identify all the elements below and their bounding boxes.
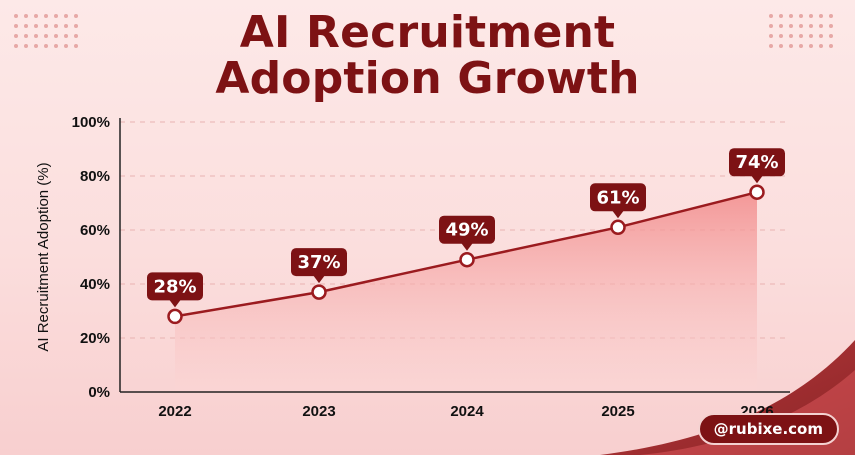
decorative-dot [789,14,793,18]
decorative-dot [44,44,48,48]
decorative-dot [829,34,833,38]
data-point-2026 [749,184,765,200]
decorative-dot [14,24,18,28]
data-label-badge [291,248,347,277]
decorative-dot [64,24,68,28]
data-point-2025 [610,219,626,236]
decorative-dot [24,24,28,28]
decorative-dot [54,14,58,18]
data-label-badge [439,215,495,244]
decorative-dot [64,14,68,18]
watermark-badge: @rubixe.com [697,413,839,445]
decorative-dot [34,14,38,18]
decorative-dot [54,44,58,48]
decorative-dot [789,44,793,48]
decorative-dot [54,34,58,38]
decorative-dot [829,24,833,28]
data-label-badge [147,272,203,301]
decorative-dot [829,44,833,48]
data-label-pointer [169,299,181,308]
decorative-dot [809,14,813,18]
chart-title: AI Recruitment Adoption Growth [0,10,855,102]
decorative-dot [819,14,823,18]
decorative-dot [819,34,823,38]
decorative-dot [34,44,38,48]
decorative-dot [769,14,773,18]
chart-title-line-2: Adoption Growth [215,53,640,104]
data-point-2022 [167,308,183,325]
data-label-2026: 74% [735,152,778,173]
decorative-dot [74,44,78,48]
area-fill [175,192,757,392]
decorative-dot [789,34,793,38]
x-tick-label: 2023 [302,403,335,420]
decorative-dot [24,14,28,18]
decorative-dot [34,24,38,28]
decorative-dot [74,14,78,18]
x-tick-label: 2022 [158,403,191,420]
decorative-dot [14,34,18,38]
data-point-2023 [311,284,327,300]
decorative-dot [779,44,783,48]
y-axis-label: AI Recruitment Adoption (%) [35,162,52,351]
decorative-dot [64,44,68,48]
y-tick-label: 100% [72,114,110,131]
data-label-badge [590,183,646,212]
decorative-dot [779,34,783,38]
y-tick-label: 0% [88,384,110,401]
decorative-dot [769,34,773,38]
tick-labels: 0%20%40%60%80%100%2022 2023 2024 2025 2026 [72,114,774,420]
chart-title-line-1: AI Recruitment [239,7,616,58]
data-label-pointer [461,242,473,251]
decorative-dot [829,14,833,18]
y-tick-label: 20% [80,330,110,347]
decorative-dot [799,14,803,18]
data-point-2024 [459,251,475,268]
decorative-dot [44,24,48,28]
data-label-pointer [751,175,763,184]
data-points [167,184,765,325]
data-label-2024: 49% [445,220,488,241]
data-label-pointer [612,210,624,219]
decorative-dot [799,44,803,48]
decorative-dot [809,44,813,48]
x-tick-label: 2025 [601,403,634,420]
decorative-dot [54,24,58,28]
decorative-dot [799,24,803,28]
decorative-dots-left [14,14,86,54]
decorative-dot [14,44,18,48]
decorative-dot [769,24,773,28]
data-label-2025: 61% [596,187,639,208]
decorative-dot [14,14,18,18]
decorative-dot [809,24,813,28]
decorative-dot [779,14,783,18]
data-label-badge [729,148,785,177]
y-tick-label: 60% [80,222,110,239]
decorative-dot [789,24,793,28]
decorative-dot [34,34,38,38]
decorative-dot [799,34,803,38]
decorative-dot [819,44,823,48]
decorative-dot [44,34,48,38]
decorative-dot [74,34,78,38]
decorative-dot [64,34,68,38]
decorative-dot [74,24,78,28]
data-label-2022: 28% [153,276,196,297]
x-tick-label: 2024 [450,403,484,420]
decorative-dot [24,44,28,48]
decorative-dot [44,14,48,18]
axes [119,118,790,393]
decorative-dot [779,24,783,28]
data-labels: 28% 37% 49% 61% 74% [147,148,785,308]
decorative-dot [809,34,813,38]
decorative-dot [769,44,773,48]
y-tick-label: 80% [80,168,110,185]
decorative-dot [819,24,823,28]
data-label-pointer [313,275,325,284]
decorative-dots-right [769,14,841,54]
decorative-dot [24,34,28,38]
data-label-2023: 37% [297,252,340,273]
y-tick-label: 40% [80,276,110,293]
